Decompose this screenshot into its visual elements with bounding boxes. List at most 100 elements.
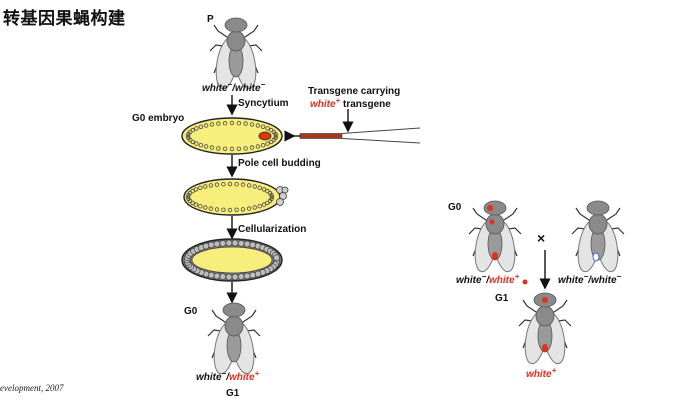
cross-symbol: × — [537, 230, 545, 246]
nucleus — [249, 241, 256, 249]
red-eye-spot — [487, 205, 493, 211]
nucleus — [265, 141, 270, 146]
pole-cells — [276, 186, 289, 206]
nucleus — [236, 146, 242, 151]
nucleus — [236, 120, 242, 126]
right-right-genotype: white−/white− — [558, 272, 622, 286]
nucleus — [208, 271, 215, 279]
nucleus — [221, 207, 226, 212]
step-pole-cell-budding: Pole cell budding — [238, 158, 321, 169]
red-gonad-g1 — [542, 344, 548, 352]
nucleus — [193, 187, 199, 192]
pole-plasm-injection — [258, 131, 272, 141]
nucleus — [208, 206, 214, 211]
red-spot — [489, 219, 495, 225]
nucleus — [265, 126, 270, 131]
step-cellularization: Cellularization — [238, 224, 306, 235]
g1-transgenic-fly — [518, 292, 572, 366]
red-eye — [542, 297, 548, 303]
nucleus — [243, 240, 251, 248]
nucleus — [257, 203, 262, 209]
nucleus — [237, 273, 245, 280]
nucleus — [198, 142, 204, 148]
g0-label: G0 — [184, 306, 198, 317]
nucleus — [203, 144, 209, 149]
nucleus — [219, 273, 227, 280]
embryo-syncytium — [181, 117, 283, 155]
nucleus — [261, 202, 267, 207]
nucleus — [231, 273, 239, 281]
nucleus — [243, 121, 248, 126]
nucleus — [273, 254, 280, 262]
white-minus-fly — [571, 200, 625, 274]
nucleus — [240, 207, 246, 212]
nucleus — [194, 141, 199, 146]
blue-gonad — [592, 252, 600, 262]
nucleus — [216, 121, 221, 126]
injection-needle — [284, 127, 421, 144]
nucleus — [252, 205, 257, 210]
nucleus — [203, 205, 208, 210]
g0-fly — [207, 302, 261, 376]
nucleus — [246, 206, 252, 211]
nucleus — [209, 145, 215, 150]
nucleus — [252, 184, 257, 189]
nucleus — [227, 207, 233, 213]
nucleus — [225, 239, 233, 247]
nucleus — [257, 185, 262, 190]
embryo-pole-cell-budding — [183, 178, 289, 216]
nucleus — [190, 127, 195, 133]
nucleus — [227, 181, 233, 187]
nucleus — [246, 183, 252, 188]
right-g1-label: G1 — [495, 293, 509, 304]
nucleus — [265, 200, 270, 206]
g1-genotype: white−/white+ — [196, 369, 260, 383]
nucleus — [255, 144, 261, 149]
nucleus — [269, 192, 274, 198]
g0-mosaic-fly — [468, 200, 522, 274]
nucleus — [203, 123, 209, 128]
nucleus — [208, 241, 215, 249]
nucleus — [193, 202, 199, 207]
right-g0-label: G0 — [448, 202, 462, 213]
nucleus — [219, 240, 227, 247]
nucleus — [213, 240, 221, 248]
nucleus — [208, 183, 214, 188]
nucleus — [234, 181, 239, 187]
nucleus — [243, 146, 248, 151]
nucleus — [214, 182, 220, 187]
g1-label: G1 — [226, 388, 240, 399]
nucleus — [198, 185, 203, 190]
nucleus — [203, 184, 208, 189]
step-syncytium: Syncytium — [238, 98, 289, 109]
p-genotype: white−/white− — [202, 80, 266, 94]
nucleus — [249, 271, 256, 279]
p-label: P — [207, 14, 214, 25]
nucleus — [240, 182, 246, 187]
nucleus — [234, 207, 239, 212]
red-gonad — [492, 252, 498, 260]
page-title: 转基因果蝇构建 — [3, 9, 126, 29]
parent-fly — [209, 17, 263, 91]
g0-embryo-label: G0 embryo — [132, 113, 184, 124]
offspring-label: white+ — [526, 366, 557, 380]
nucleus — [221, 181, 226, 187]
transgene-line1: Transgene carrying — [308, 86, 400, 97]
nucleus — [198, 203, 203, 209]
nucleus — [273, 131, 278, 137]
nucleus — [260, 124, 266, 129]
nucleus — [222, 146, 228, 151]
nucleus — [254, 270, 262, 278]
nucleus — [209, 122, 215, 127]
red-dot — [522, 279, 528, 285]
nucleus — [273, 133, 279, 139]
nucleus — [202, 242, 210, 250]
nucleus — [214, 207, 220, 212]
transgene-line2: white+ transgene — [310, 96, 391, 110]
nucleus — [229, 146, 235, 152]
citation: evelopment, 2007 — [0, 383, 64, 393]
nucleus — [222, 120, 228, 126]
nucleus — [261, 187, 267, 192]
nucleus — [269, 139, 274, 145]
